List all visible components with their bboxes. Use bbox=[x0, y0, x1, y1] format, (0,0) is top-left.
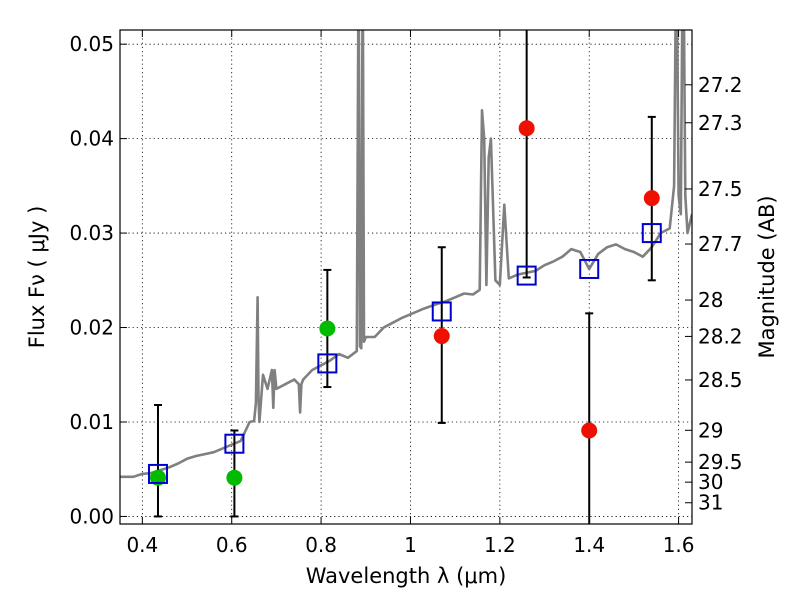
x-tick-label: 0.8 bbox=[305, 533, 337, 557]
marker-layer bbox=[147, 120, 662, 486]
red-data-point bbox=[518, 120, 535, 137]
model-photometry-square bbox=[224, 433, 245, 454]
green-data-point bbox=[226, 469, 243, 486]
y-tick-label: 0.05 bbox=[69, 32, 114, 56]
plot-frame bbox=[119, 29, 693, 525]
model-photometry-square bbox=[641, 223, 662, 244]
x-tick-label: 0.4 bbox=[126, 533, 158, 557]
y2-tick-label: 29.5 bbox=[698, 450, 743, 474]
x-tick-label: 1.4 bbox=[573, 533, 605, 557]
y-axis-label: Flux Fν ( μJy ) bbox=[25, 206, 49, 349]
y2-tick-label: 28 bbox=[698, 288, 723, 312]
y2-tick-label: 28.2 bbox=[698, 324, 743, 348]
y2-tick-label: 31 bbox=[698, 491, 723, 515]
model-photometry-square bbox=[317, 353, 338, 374]
red-data-point bbox=[581, 422, 598, 439]
red-data-point bbox=[643, 190, 660, 207]
x-tick-label: 0.6 bbox=[216, 533, 248, 557]
spectrum-layer bbox=[120, 30, 692, 479]
y2-tick-label: 27.2 bbox=[698, 73, 743, 97]
model-spectrum-line bbox=[120, 30, 692, 479]
plot-background bbox=[120, 30, 692, 524]
model-photometry-square bbox=[147, 463, 168, 484]
x-tick-label: 1 bbox=[404, 533, 417, 557]
green-data-point bbox=[319, 320, 336, 337]
x-tick-label: 1.2 bbox=[484, 533, 516, 557]
y-tick-label: 0.01 bbox=[69, 410, 114, 434]
y-tick-label: 0.03 bbox=[69, 221, 114, 245]
x-axis-label: Wavelength λ (μm) bbox=[306, 564, 507, 588]
y2-axis-label: Magnitude (AB) bbox=[755, 195, 779, 358]
y2-tick-label: 27.3 bbox=[698, 111, 743, 135]
model-photometry-square bbox=[516, 265, 537, 286]
y-tick-label: 0.02 bbox=[69, 316, 114, 340]
model-photometry-square bbox=[579, 258, 600, 279]
y2-tick-label: 27.5 bbox=[698, 177, 743, 201]
y-tick-label: 0.00 bbox=[69, 504, 114, 528]
red-data-point bbox=[433, 328, 450, 345]
y2-tick-label: 28.5 bbox=[698, 368, 743, 392]
y-tick-label: 0.04 bbox=[69, 127, 114, 151]
y2-tick-label: 30 bbox=[698, 470, 723, 494]
y2-tick-label: 29 bbox=[698, 418, 723, 442]
model-photometry-square bbox=[431, 301, 452, 322]
ticks: 0.4 0.6 0.8 1 1.2 1.4 1.6 0.00 0.01 0.02 0.03 0.04 0… bbox=[69, 30, 743, 557]
y2-tick-label: 27.7 bbox=[698, 232, 743, 256]
x-tick-label: 1.6 bbox=[663, 533, 695, 557]
green-data-point bbox=[149, 469, 166, 486]
